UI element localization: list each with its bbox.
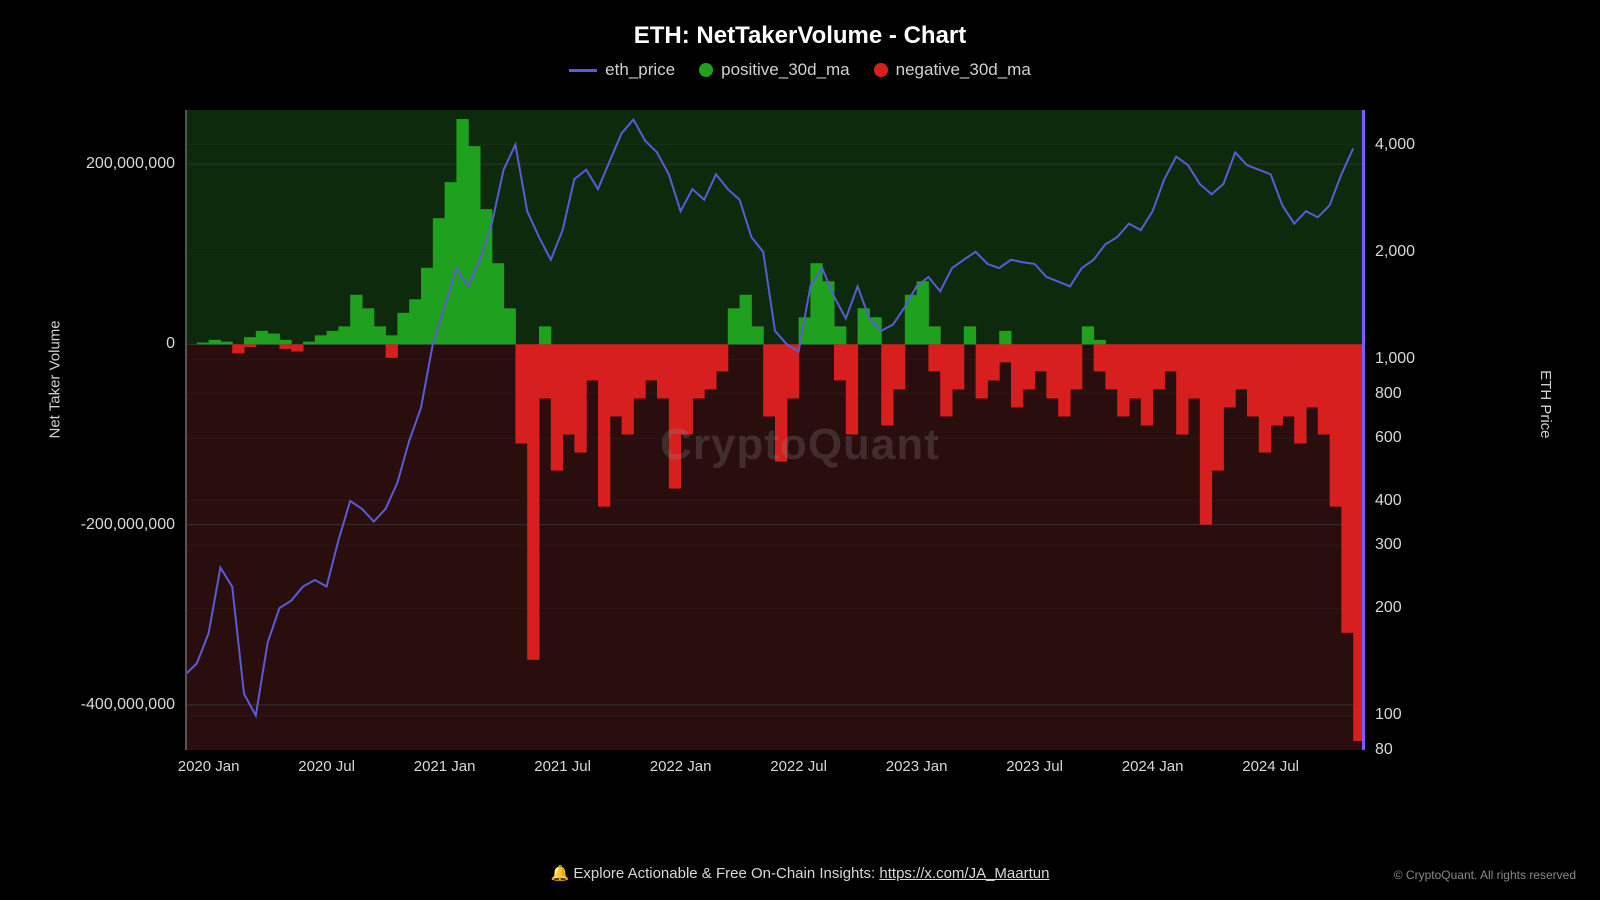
y-right-tick: 400	[1375, 492, 1402, 510]
y-right-tick: 4,000	[1375, 136, 1415, 154]
y-right-tick: 100	[1375, 706, 1402, 724]
y-right-tick: 300	[1375, 536, 1402, 554]
y-left-tick: 200,000,000	[86, 155, 175, 173]
legend-label-price: eth_price	[605, 60, 675, 80]
y-right-tick: 600	[1375, 429, 1402, 447]
y-right-axis-label: ETH Price	[1537, 370, 1554, 438]
legend-item-price: eth_price	[569, 60, 675, 80]
x-tick: 2020 Jan	[178, 758, 240, 775]
y-left-tick: -200,000,000	[81, 516, 175, 534]
x-tick: 2022 Jul	[770, 758, 827, 775]
x-ticks: 2020 Jan2020 Jul2021 Jan2021 Jul2022 Jan…	[185, 758, 1365, 788]
x-tick: 2021 Jul	[534, 758, 591, 775]
chart-svg	[185, 110, 1365, 750]
y-left-axis-label: Net Taker Volume	[47, 320, 64, 438]
copyright: © CryptoQuant. All rights reserved	[1394, 868, 1576, 882]
y-right-tick: 2,000	[1375, 243, 1415, 261]
y-right-tick: 1,000	[1375, 350, 1415, 368]
y-right-ticks: 4,0002,0001,00080060040030020010080	[1375, 110, 1455, 750]
legend-line-icon	[569, 69, 597, 72]
x-tick: 2021 Jan	[414, 758, 476, 775]
legend-item-positive: positive_30d_ma	[699, 60, 850, 80]
x-tick: 2023 Jul	[1006, 758, 1063, 775]
y-left-tick: -400,000,000	[81, 696, 175, 714]
chart-title: ETH: NetTakerVolume - Chart	[0, 0, 1600, 50]
bell-icon: 🔔	[551, 865, 570, 882]
x-tick: 2022 Jan	[650, 758, 712, 775]
legend-dot-icon	[699, 63, 713, 77]
footer-text: Explore Actionable & Free On-Chain Insig…	[573, 865, 875, 882]
legend-dot-icon	[874, 63, 888, 77]
y-right-tick: 80	[1375, 741, 1393, 759]
y-left-tick: 0	[166, 335, 175, 353]
x-tick: 2023 Jan	[886, 758, 948, 775]
legend-item-negative: negative_30d_ma	[874, 60, 1031, 80]
x-tick: 2020 Jul	[298, 758, 355, 775]
y-right-tick: 200	[1375, 599, 1402, 617]
legend: eth_price positive_30d_ma negative_30d_m…	[0, 60, 1600, 80]
chart-area[interactable]	[185, 110, 1365, 750]
y-left-ticks: 200,000,000 0 -200,000,000 -400,000,000	[70, 110, 175, 750]
x-tick: 2024 Jul	[1242, 758, 1299, 775]
x-tick: 2024 Jan	[1122, 758, 1184, 775]
footer: 🔔 Explore Actionable & Free On-Chain Ins…	[0, 864, 1600, 882]
y-right-tick: 800	[1375, 385, 1402, 403]
legend-label-positive: positive_30d_ma	[721, 60, 850, 80]
legend-label-negative: negative_30d_ma	[896, 60, 1031, 80]
footer-link[interactable]: https://x.com/JA_Maartun	[879, 865, 1049, 882]
